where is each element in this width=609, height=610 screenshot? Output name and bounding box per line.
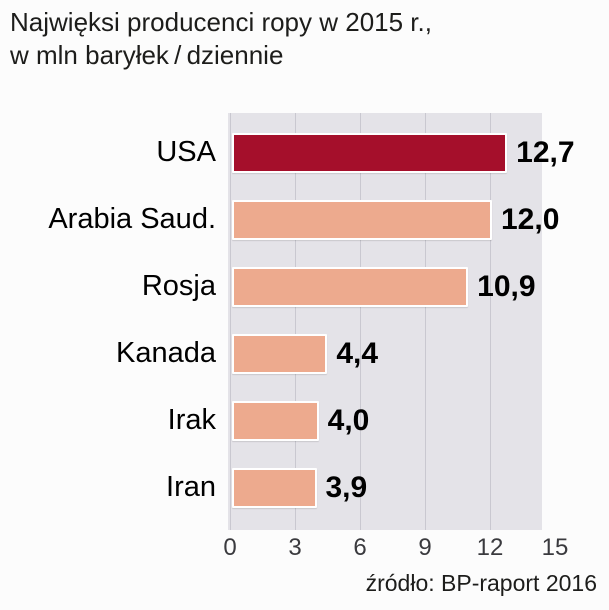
value-label: 12,7 xyxy=(516,135,575,169)
bar-wrap: 4,4 xyxy=(232,333,379,374)
bar xyxy=(232,132,508,173)
bar-row: Arabia Saud. 12,0 xyxy=(0,186,609,253)
gridline xyxy=(490,113,491,530)
gridline xyxy=(295,113,296,530)
bar xyxy=(232,266,469,307)
bar-row: Iran 3,9 xyxy=(0,454,609,521)
gridline xyxy=(425,113,426,530)
bar-row: Kanada 4,4 xyxy=(0,320,609,387)
category-label: USA xyxy=(156,136,216,168)
bar-rows: USA 12,7 Arabia Saud. 12,0 Rosja 10,9 Kanada 4,… xyxy=(0,119,609,521)
bar xyxy=(232,199,492,240)
category-label: Arabia Saud. xyxy=(48,203,216,235)
x-axis: 0 3 6 9 12 15 xyxy=(0,534,609,564)
category-label: Kanada xyxy=(116,337,216,369)
x-tick-label: 3 xyxy=(288,534,302,561)
gridline xyxy=(230,113,231,530)
gridline xyxy=(360,113,361,530)
x-tick-label: 12 xyxy=(476,534,504,561)
bar xyxy=(232,400,319,441)
bar-wrap: 4,0 xyxy=(232,400,370,441)
bar xyxy=(232,467,317,508)
bar-chart: USA 12,7 Arabia Saud. 12,0 Rosja 10,9 Kanada 4,… xyxy=(0,113,609,563)
category-label: Rosja xyxy=(141,270,216,302)
value-label: 12,0 xyxy=(501,202,560,236)
bar-row: Rosja 10,9 xyxy=(0,253,609,320)
category-label: Irak xyxy=(167,404,216,436)
value-label: 4,0 xyxy=(327,403,370,437)
plot-area xyxy=(228,113,542,530)
source-caption: źródło: BP-raport 2016 xyxy=(365,570,597,596)
bar-wrap: 10,9 xyxy=(232,266,536,307)
bar xyxy=(232,333,328,374)
bar-wrap: 12,0 xyxy=(232,199,560,240)
x-tick-label: 15 xyxy=(541,534,569,561)
x-tick-label: 0 xyxy=(223,534,237,561)
x-tick-label: 6 xyxy=(353,534,367,561)
bar-wrap: 3,9 xyxy=(232,467,368,508)
x-tick-label: 9 xyxy=(418,534,432,561)
value-label: 3,9 xyxy=(325,470,368,504)
category-label: Iran xyxy=(166,471,216,503)
value-label: 4,4 xyxy=(336,336,379,370)
chart-title-line2: w mln baryłek / dziennie xyxy=(10,40,284,70)
bar-wrap: 12,7 xyxy=(232,132,575,173)
bar-row: USA 12,7 xyxy=(0,119,609,186)
chart-title-line1: Najwięksi producenci ropy w 2015 r., xyxy=(10,7,432,37)
bar-row: Irak 4,0 xyxy=(0,387,609,454)
chart-title: Najwięksi producenci ropy w 2015 r., w m… xyxy=(10,6,432,72)
value-label: 10,9 xyxy=(477,269,536,303)
